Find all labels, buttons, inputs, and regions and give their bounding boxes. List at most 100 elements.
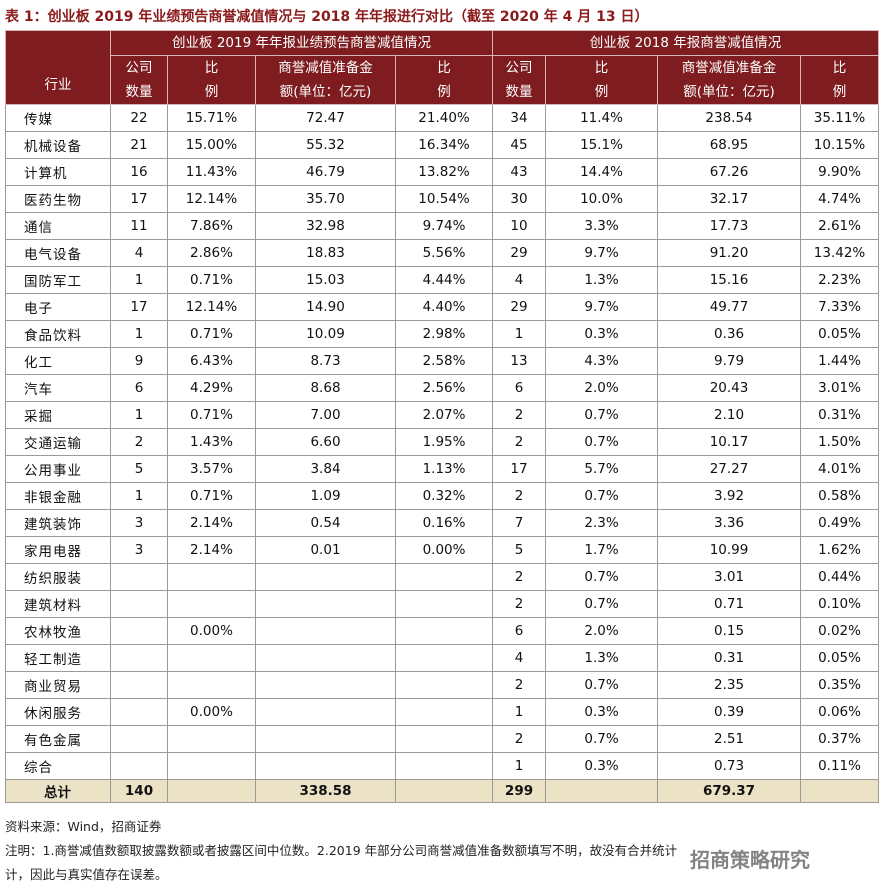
value-cell: 29 — [492, 239, 547, 267]
value-cell: 20.43 — [657, 374, 802, 402]
value-cell: 7.86% — [167, 212, 256, 240]
value-cell: 1 — [110, 482, 168, 510]
value-cell: 0.7% — [545, 590, 659, 618]
value-cell: 4.44% — [394, 266, 494, 294]
value-cell: 1 — [492, 698, 547, 726]
value-cell: 5 — [492, 536, 547, 564]
value-cell: 13.82% — [394, 158, 494, 186]
header-text: 比 — [832, 60, 847, 76]
value-cell: 17 — [110, 185, 168, 213]
value-cell: 1 — [492, 752, 547, 780]
value-cell — [255, 644, 396, 672]
value-cell: 2.61% — [800, 212, 880, 240]
value-cell — [394, 725, 494, 753]
value-cell — [167, 725, 256, 753]
value-cell: 9.90% — [800, 158, 880, 186]
value-cell: 6 — [110, 374, 168, 402]
value-cell: 35.70 — [255, 185, 396, 213]
data-row: 轻工制造 4 1.3% 0.31 0.05% — [5, 644, 880, 672]
header-text: 数量 — [125, 84, 153, 100]
data-row: 综合 1 0.3% 0.73 0.11% — [5, 752, 880, 780]
value-cell — [167, 752, 256, 780]
data-row: 计算机 16 11.43% 46.79 13.82% 43 14.4% 67.26 9.90% — [5, 158, 880, 186]
value-cell: 0.7% — [545, 482, 659, 510]
industry-cell: 建筑材料 — [5, 590, 111, 618]
value-cell: 34 — [492, 104, 547, 132]
value-cell: 0.36 — [657, 320, 802, 348]
value-cell: 2.23% — [800, 266, 880, 294]
header-text: 行业 — [44, 76, 72, 93]
data-row: 有色金属 2 0.7% 2.51 0.37% — [5, 725, 880, 753]
total-cell: 338.58 — [255, 779, 396, 803]
value-cell: 0.31% — [800, 401, 880, 429]
value-cell: 2.35 — [657, 671, 802, 699]
value-cell: 16 — [110, 158, 168, 186]
value-cell: 0.15 — [657, 617, 802, 645]
value-cell: 0.39 — [657, 698, 802, 726]
value-cell: 1.43% — [167, 428, 256, 456]
note-line: 计，因此与真实值存在误差。 — [5, 867, 168, 882]
value-cell: 6.43% — [167, 347, 256, 375]
value-cell: 29 — [492, 293, 547, 321]
value-cell: 0.01 — [255, 536, 396, 564]
value-cell: 0.7% — [545, 563, 659, 591]
value-cell: 8.73 — [255, 347, 396, 375]
data-row: 纺织服装 2 0.7% 3.01 0.44% — [5, 563, 880, 591]
industry-cell: 机械设备 — [5, 131, 111, 159]
value-cell: 0.10% — [800, 590, 880, 618]
industry-cell: 休闲服务 — [5, 698, 111, 726]
industry-cell: 采掘 — [5, 401, 111, 429]
value-cell — [110, 563, 168, 591]
total-cell: 140 — [110, 779, 168, 803]
value-cell — [394, 671, 494, 699]
watermark: 招商策略研究 — [690, 848, 810, 872]
header-cell: 比例 — [800, 55, 880, 105]
header-cell: 比例 — [545, 55, 659, 105]
data-row: 通信 11 7.86% 32.98 9.74% 10 3.3% 17.73 2.61% — [5, 212, 880, 240]
industry-cell: 商业贸易 — [5, 671, 111, 699]
value-cell: 0.71% — [167, 482, 256, 510]
value-cell — [110, 752, 168, 780]
value-cell: 14.4% — [545, 158, 659, 186]
data-row: 电子 17 12.14% 14.90 4.40% 29 9.7% 49.77 7.33% — [5, 293, 880, 321]
value-cell: 0.49% — [800, 509, 880, 537]
data-row: 建筑材料 2 0.7% 0.71 0.10% — [5, 590, 880, 618]
value-cell: 10.0% — [545, 185, 659, 213]
value-cell: 0.16% — [394, 509, 494, 537]
value-cell: 22 — [110, 104, 168, 132]
value-cell: 0.02% — [800, 617, 880, 645]
value-cell: 2 — [492, 428, 547, 456]
value-cell: 2.3% — [545, 509, 659, 537]
value-cell: 45 — [492, 131, 547, 159]
value-cell — [167, 671, 256, 699]
value-cell: 1.95% — [394, 428, 494, 456]
industry-cell: 建筑装饰 — [5, 509, 111, 537]
value-cell: 2.98% — [394, 320, 494, 348]
data-row: 交通运输 2 1.43% 6.60 1.95% 2 0.7% 10.17 1.50% — [5, 428, 880, 456]
value-cell: 32.98 — [255, 212, 396, 240]
value-cell: 15.00% — [167, 131, 256, 159]
header-cell: 公司 数量 — [492, 55, 547, 105]
value-cell — [255, 617, 396, 645]
value-cell: 12.14% — [167, 293, 256, 321]
industry-cell: 传媒 — [5, 104, 111, 132]
industry-cell: 计算机 — [5, 158, 111, 186]
header-cell: 商誉减值准备金 额(单位：亿元) — [255, 55, 396, 105]
industry-cell: 交通运输 — [5, 428, 111, 456]
value-cell — [167, 644, 256, 672]
value-cell: 2 — [492, 401, 547, 429]
value-cell — [394, 752, 494, 780]
value-cell — [255, 671, 396, 699]
value-cell: 1.13% — [394, 455, 494, 483]
total-cell — [394, 779, 494, 803]
value-cell: 2.86% — [167, 239, 256, 267]
value-cell: 10 — [492, 212, 547, 240]
value-cell: 9.74% — [394, 212, 494, 240]
value-cell: 4 — [492, 644, 547, 672]
data-row: 医药生物 17 12.14% 35.70 10.54% 30 10.0% 32.17 4.74% — [5, 185, 880, 213]
value-cell: 16.34% — [394, 131, 494, 159]
note-line: 注明：1.商誉减值数额取披露数额或者披露区间中位数。2.2019 年部分公司商誉… — [5, 843, 678, 858]
value-cell: 1 — [110, 266, 168, 294]
value-cell — [110, 590, 168, 618]
value-cell: 7.00 — [255, 401, 396, 429]
